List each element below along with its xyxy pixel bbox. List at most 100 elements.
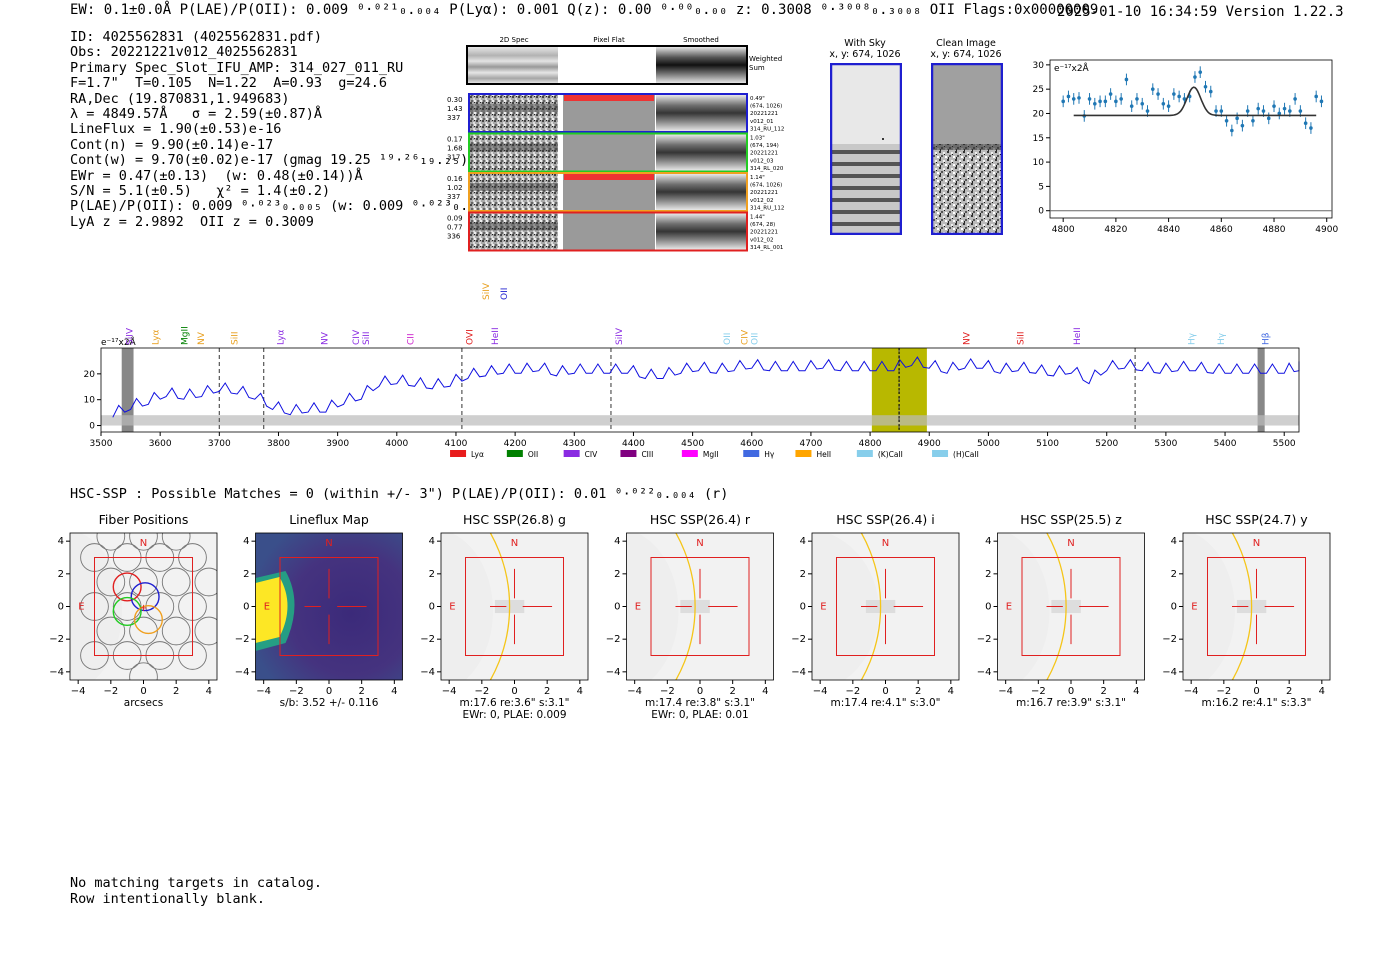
- spectrum-legend-swatch: [743, 450, 760, 457]
- spectrum-line-label: Hβ: [1261, 332, 1271, 345]
- hsc-xtick-label: 0: [1068, 686, 1074, 697]
- fit-data-point: [1282, 106, 1287, 111]
- spectrum-legend-swatch: [681, 450, 698, 457]
- spectrum-xtick-label: 4400: [622, 439, 645, 449]
- cutout-left-label: 1.43: [447, 105, 463, 113]
- hsc-panel-image: [812, 533, 959, 680]
- fit-data-point: [1150, 87, 1155, 91]
- compass-e: E: [635, 602, 641, 613]
- hsc-panel-caption: EWr: 0, PLAE: 0.009: [462, 709, 566, 721]
- detection-info: ID: 4025562831 (4025562831.pdf) Obs: 202…: [70, 29, 501, 230]
- hsc-ytick-label: 0: [58, 602, 64, 613]
- cutout-left-label: 0.77: [447, 224, 463, 232]
- fiber-circle: [96, 616, 126, 646]
- hsc-xtick-label: 2: [915, 686, 921, 697]
- spectrum-noise-band: [101, 415, 1299, 426]
- hsc-ytick-label: 2: [1171, 569, 1177, 580]
- hsc-ytick-label: −2: [1162, 634, 1177, 645]
- hsc-panel-image: [626, 533, 774, 680]
- hsc-ytick-label: −2: [235, 634, 250, 645]
- info-lineflux: LineFlux = 1.90(±0.53)e-16: [70, 121, 282, 138]
- info-primary-spec: Primary Spec_Slot_IFU_AMP: 314_027_011_R…: [70, 59, 404, 76]
- hsc-panel-image: +: [70, 533, 217, 680]
- hsc-xtick-label: 4: [577, 686, 583, 697]
- hsc-panel-5: HSC SSP(26.4) i N E −4 −4 −2 −2 0 0 2 2 4 4 m:17.4 re…: [791, 512, 960, 709]
- hsc-xtick-label: −2: [660, 686, 675, 697]
- spectrum-xtick-label: 3600: [149, 439, 172, 449]
- spectrum-line-label: CII: [406, 333, 416, 345]
- hsc-panel-image: [1183, 533, 1330, 680]
- header-timestamp-version: 2025-01-10 16:34:59 Version 1.22.3: [1057, 4, 1344, 20]
- compass-e: E: [449, 602, 455, 613]
- fiber-circle: [129, 533, 158, 551]
- fit-data-point: [1230, 128, 1234, 133]
- cutout-left-label: 337: [447, 114, 460, 122]
- spectrum-legend-swatch: [450, 450, 467, 457]
- hsc-aperture-ellipse: [1231, 533, 1253, 680]
- cutout-right-label: 1.14": [750, 175, 765, 181]
- info-lambda: λ = 4849.57Å σ = 2.59(±0.87)Å: [70, 106, 322, 123]
- fiber-highlight-orange: [133, 604, 163, 635]
- fit-data-point: [1245, 109, 1250, 113]
- spectrum-line-label: NV: [197, 331, 207, 345]
- hsc-xtick-label: 2: [544, 686, 550, 697]
- fit-ytick-label: 30: [1033, 61, 1045, 71]
- clean-image-xy: x, y: 674, 1026: [930, 49, 1002, 60]
- hsc-ytick-label: −4: [977, 667, 992, 678]
- info-obs: Obs: 20221221v012_4025562831: [70, 44, 298, 61]
- hsc-ytick-label: 2: [243, 569, 249, 580]
- spectrum-xtick-label: 3800: [267, 439, 290, 449]
- fit-data-point: [1119, 97, 1123, 101]
- hsc-ytick-label: 2: [614, 569, 620, 580]
- hsc-search-box: [650, 557, 750, 656]
- fiber-circle: [96, 533, 126, 551]
- hsc-panel-title: HSC SSP(26.8) g: [463, 512, 566, 527]
- spectrum-legend-label: HeII: [816, 450, 831, 459]
- fit-data-point: [1140, 101, 1145, 106]
- spectrum-line-label: MgII: [180, 326, 190, 345]
- spectrum-line-label: SiIV: [125, 327, 135, 345]
- spectrum-line-label: NV: [321, 331, 331, 345]
- spectrum-xtick-label: 5100: [1036, 439, 1059, 449]
- fit-ytick-label: 0: [1038, 207, 1044, 217]
- with-sky-label: With Sky: [844, 38, 886, 49]
- fit-data-point: [1071, 97, 1076, 101]
- hsc-xtick-label: −2: [1216, 686, 1231, 697]
- fit-data-point: [1145, 109, 1150, 113]
- spectrum-ytick-label: 0: [89, 422, 95, 432]
- fiber-circle: [194, 616, 217, 646]
- hsc-panel-caption: arcsecs: [124, 697, 163, 709]
- hsc-imaging-panels: Fiber Positions + N E −4 −4 −2 −2 0 0 2 2 4 4 arcsecs L…: [49, 512, 1331, 721]
- fit-data-point: [1256, 106, 1261, 111]
- cutout-2d-spec: [470, 173, 558, 211]
- compass-n: N: [1067, 538, 1074, 549]
- cutout-right-label: 20221221: [750, 230, 778, 236]
- spectrum-line-label: SiII: [362, 331, 372, 345]
- hsc-panel-title: HSC SSP(26.4) i: [836, 512, 934, 527]
- fit-data-point: [1061, 99, 1065, 104]
- spectrum-legend-label: CIV: [585, 450, 598, 459]
- hsc-panel-title: Lineflux Map: [289, 512, 369, 527]
- spectrum-line-label: Hγ: [1217, 332, 1227, 345]
- cutout-right-label: v012_02: [750, 198, 774, 204]
- hsc-ytick-label: −4: [235, 667, 250, 678]
- spectrum-line: [112, 356, 1300, 418]
- hsc-panel-3: HSC SSP(26.8) g N E −4 −4 −2 −2 0 0 2 2 4 4 m:17.6 re…: [420, 512, 589, 721]
- fit-data-point: [1114, 99, 1118, 104]
- fit-data-point: [1166, 104, 1171, 108]
- info-cont-w: Cont(w) = 9.70(±0.02)e-17 (gmag 19.25 ¹⁹…: [70, 152, 469, 169]
- spectrum-line-label: OII: [500, 288, 510, 300]
- hsc-ytick-label: 0: [614, 602, 620, 613]
- hsc-panel-title: HSC SSP(26.4) r: [650, 512, 751, 527]
- hsc-panel-caption: m:17.4 re:4.1" s:3.0": [831, 697, 941, 709]
- cutout-right-label: v012_01: [750, 119, 774, 125]
- hsc-ytick-label: 0: [800, 602, 806, 613]
- cutout-right-label: 20221221: [750, 111, 778, 117]
- line-fit-chart: 4800 4820 4840 4860 4880 4900 0 5 10 15 20 25 30 e⁻¹⁷…: [1033, 59, 1338, 235]
- fit-ylabel: e⁻¹⁷x2Å: [1054, 62, 1090, 74]
- hsc-xtick-label: −4: [998, 686, 1013, 697]
- spectrum-line-label: Hγ: [1187, 332, 1197, 345]
- fiber-circle: [129, 662, 158, 680]
- hsc-aperture-ellipse: [860, 533, 882, 680]
